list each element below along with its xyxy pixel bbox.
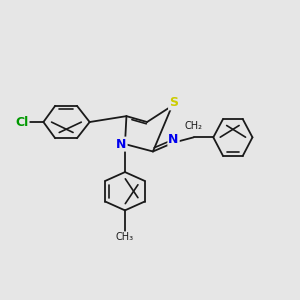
Text: CH₂: CH₂ [184, 122, 202, 131]
Text: N: N [168, 133, 179, 146]
Text: S: S [169, 96, 178, 110]
Text: Cl: Cl [15, 116, 28, 128]
Text: CH₃: CH₃ [116, 232, 134, 242]
Text: N: N [116, 138, 127, 151]
